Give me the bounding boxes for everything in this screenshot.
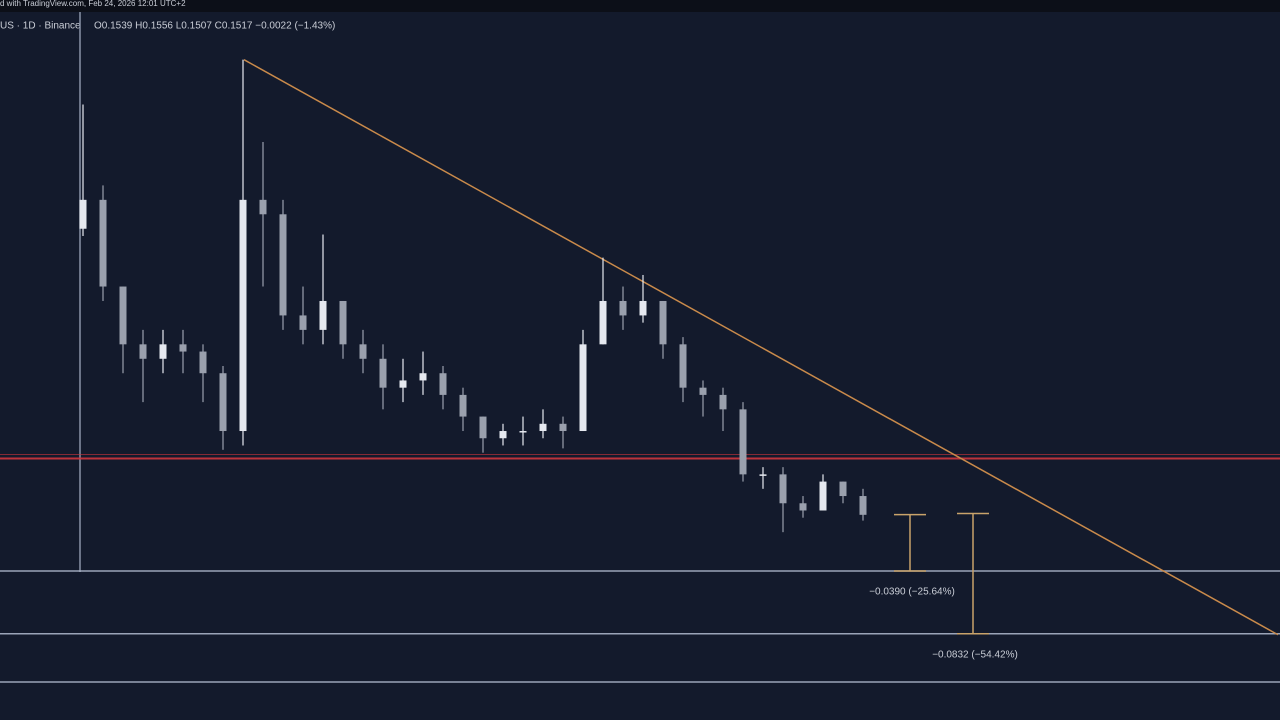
candle-body [219, 373, 227, 432]
candle-body [479, 416, 487, 439]
candle-body [719, 394, 727, 410]
candle-body [619, 300, 627, 316]
measure-label: −0.0832 (−54.42%) [932, 649, 1018, 660]
marks: −0.0390 (−25.64%) −0.0832 (−54.42%) [0, 59, 1280, 683]
candle-body [279, 214, 287, 316]
candle-body [819, 481, 827, 511]
candle-body [539, 423, 547, 432]
candle-body [519, 431, 527, 433]
candle-body [679, 344, 687, 388]
measure-label: −0.0390 (−25.64%) [869, 587, 955, 598]
candle-body [379, 358, 387, 388]
candle-body [579, 344, 587, 432]
candle-body [419, 373, 427, 381]
trendline [243, 59, 1279, 636]
candle-body [319, 300, 327, 330]
source-text: d with TradingView.com, Feb 24, 2026 12:… [0, 0, 186, 8]
candle-body [759, 474, 767, 476]
candle-body [499, 431, 507, 439]
candle-body [179, 344, 187, 352]
candle-body [859, 496, 867, 515]
candle-body [799, 503, 807, 511]
candle-body [359, 344, 367, 359]
candle-body [79, 199, 87, 229]
candle-body [239, 199, 247, 432]
candle-body [599, 300, 607, 345]
candle-body [299, 315, 307, 330]
candle-body [99, 199, 107, 287]
top-bar [0, 0, 1280, 12]
candle-body [639, 300, 647, 316]
candle-body [699, 387, 707, 395]
candle-body [459, 394, 467, 417]
candle-body [839, 481, 847, 497]
candle-body [339, 300, 347, 345]
candle-body [259, 199, 267, 215]
candle-body [199, 351, 207, 374]
candle-body [139, 344, 147, 359]
ohlc: O0.1539 H0.1556 L0.1507 C0.1517 −0.0022 … [94, 21, 335, 32]
candle-body [159, 344, 167, 359]
candle-body [779, 474, 787, 504]
candle-body [399, 380, 407, 388]
candle-body [659, 300, 667, 345]
candle-body [559, 423, 567, 432]
candle-body [739, 409, 747, 475]
candle-body [439, 373, 447, 395]
candle-body [119, 286, 127, 345]
symbol: US · 1D · Binance [0, 21, 81, 32]
